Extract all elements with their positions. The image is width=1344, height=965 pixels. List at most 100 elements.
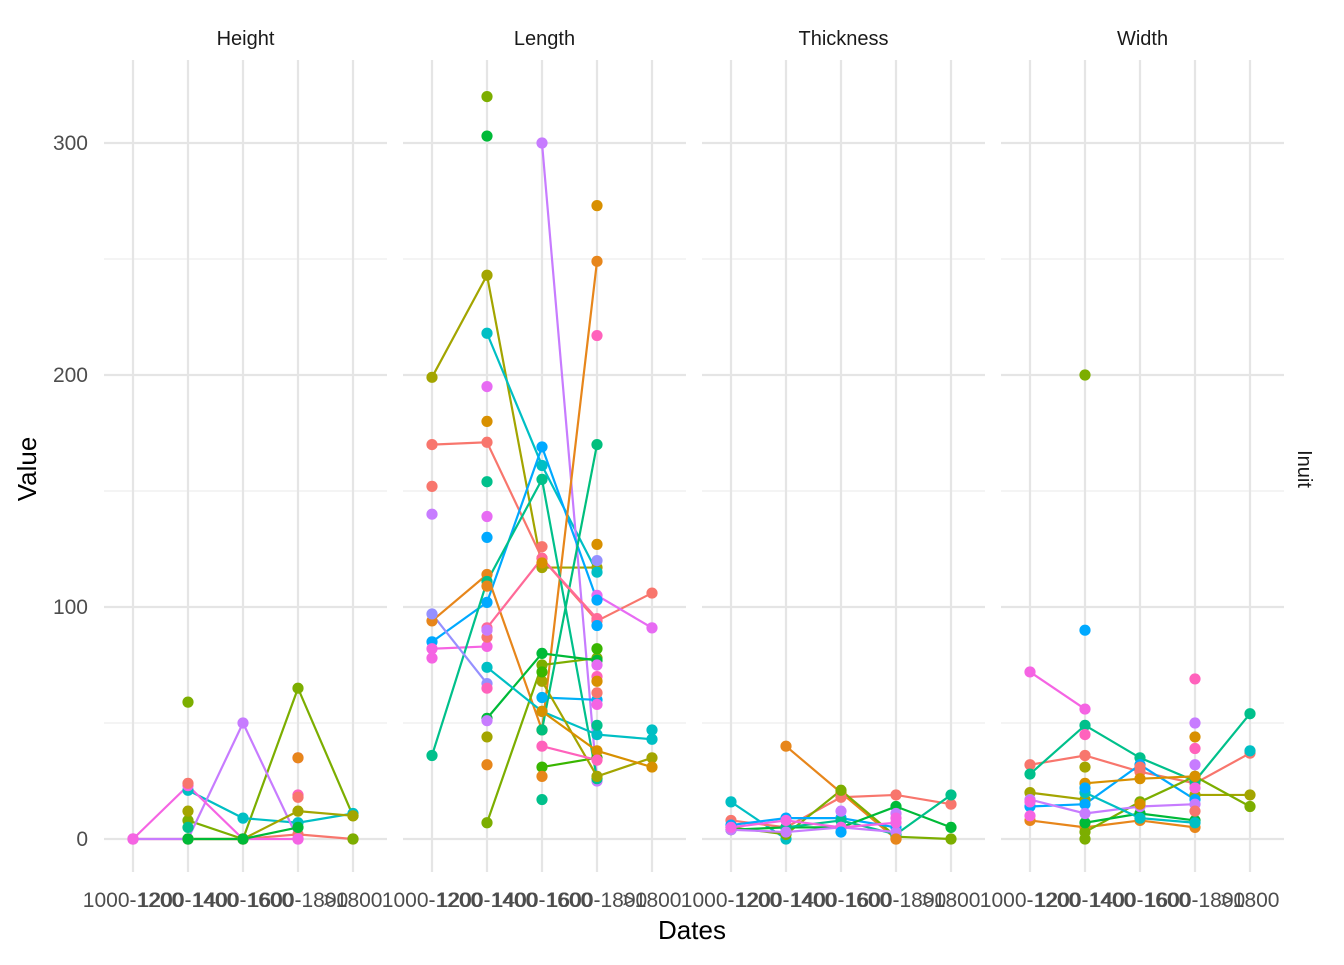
x-axis-title: Dates — [658, 915, 726, 945]
x-tick-label: 1600-1800 — [248, 889, 348, 912]
data-point — [481, 580, 493, 592]
data-point — [347, 833, 359, 845]
data-point — [890, 833, 902, 845]
data-point — [591, 659, 603, 671]
data-point — [292, 821, 304, 834]
y-axis-title: Value — [12, 437, 42, 502]
series-line — [596, 594, 653, 629]
series-line — [1029, 763, 1196, 808]
series-line — [541, 745, 598, 762]
data-point — [1189, 731, 1201, 743]
data-point — [481, 661, 493, 673]
series-line — [431, 613, 488, 685]
data-point — [945, 798, 957, 810]
series-line — [1029, 791, 1250, 801]
points-layer — [127, 91, 1256, 845]
data-point — [536, 666, 548, 678]
series-line — [187, 789, 354, 824]
series-line — [486, 666, 653, 741]
data-point — [1079, 761, 1091, 773]
data-point — [536, 691, 548, 704]
axis-layer: Height1000-12001200-14001400-16001600-18… — [53, 28, 1280, 912]
data-point — [481, 531, 493, 544]
data-point — [591, 619, 603, 632]
data-point — [426, 480, 438, 492]
series-line — [730, 819, 897, 829]
data-point — [1189, 782, 1201, 794]
data-point — [646, 761, 658, 773]
data-point — [481, 91, 493, 103]
y-tick-label: 300 — [53, 132, 88, 155]
x-tick-label: 1400-1600 — [791, 889, 891, 912]
data-point — [646, 752, 658, 764]
data-point — [646, 733, 658, 745]
series-layer — [132, 142, 1251, 841]
data-point — [426, 508, 438, 520]
data-point — [591, 770, 603, 782]
data-point — [591, 329, 603, 342]
data-point — [646, 622, 658, 634]
data-point — [426, 608, 438, 620]
data-point — [780, 740, 792, 752]
series-line — [188, 810, 354, 841]
data-point — [1024, 768, 1036, 780]
data-point — [536, 557, 548, 569]
x-tick-label: 1600-1800 — [547, 889, 647, 912]
data-point — [1079, 749, 1091, 762]
data-point — [1189, 805, 1201, 817]
data-point — [182, 777, 194, 789]
data-point — [292, 805, 304, 817]
data-point — [536, 770, 548, 782]
data-point — [536, 541, 548, 553]
data-point — [1024, 666, 1036, 678]
data-point — [591, 719, 603, 731]
series-line — [1029, 798, 1196, 815]
x-tick-label: 1400-1600 — [1090, 889, 1190, 912]
data-point — [481, 596, 493, 608]
data-point — [481, 381, 493, 393]
data-point — [1024, 810, 1036, 822]
data-point — [1079, 624, 1091, 636]
data-point — [426, 749, 438, 762]
data-point — [536, 473, 548, 485]
data-point — [1189, 717, 1201, 729]
data-point — [182, 821, 194, 834]
data-point — [1024, 759, 1036, 771]
data-point — [945, 789, 957, 801]
data-point — [1079, 798, 1091, 810]
data-point — [481, 640, 493, 653]
data-point — [1079, 782, 1091, 794]
data-point — [725, 821, 737, 834]
series-line — [1029, 819, 1196, 829]
data-point — [481, 624, 493, 636]
x-tick-label: 1200-1400 — [138, 889, 238, 912]
data-point — [481, 817, 493, 829]
data-point — [182, 805, 194, 817]
x-tick-label: 1000-1200 — [980, 889, 1080, 912]
data-point — [237, 717, 249, 729]
x-tick-label: 1000-1200 — [83, 889, 183, 912]
data-point — [481, 269, 493, 281]
x-tick-label: 1000-1200 — [382, 889, 482, 912]
data-point — [536, 724, 548, 736]
x-tick-label: >1800 — [1221, 889, 1280, 912]
data-point — [725, 796, 737, 808]
data-point — [481, 436, 493, 448]
y-tick-label: 100 — [53, 596, 88, 619]
series-line — [133, 720, 299, 841]
data-point — [1189, 817, 1201, 829]
data-point — [536, 705, 548, 718]
series-line — [1084, 775, 1251, 834]
data-point — [1079, 369, 1091, 381]
grid-layer — [104, 60, 1284, 872]
data-point — [591, 698, 603, 711]
data-point — [780, 826, 792, 838]
data-point — [1079, 729, 1091, 741]
facet-strip-label: Height — [217, 28, 275, 50]
data-point — [591, 439, 603, 451]
data-point — [1134, 798, 1146, 810]
data-point — [591, 255, 603, 267]
data-point — [1024, 796, 1036, 808]
